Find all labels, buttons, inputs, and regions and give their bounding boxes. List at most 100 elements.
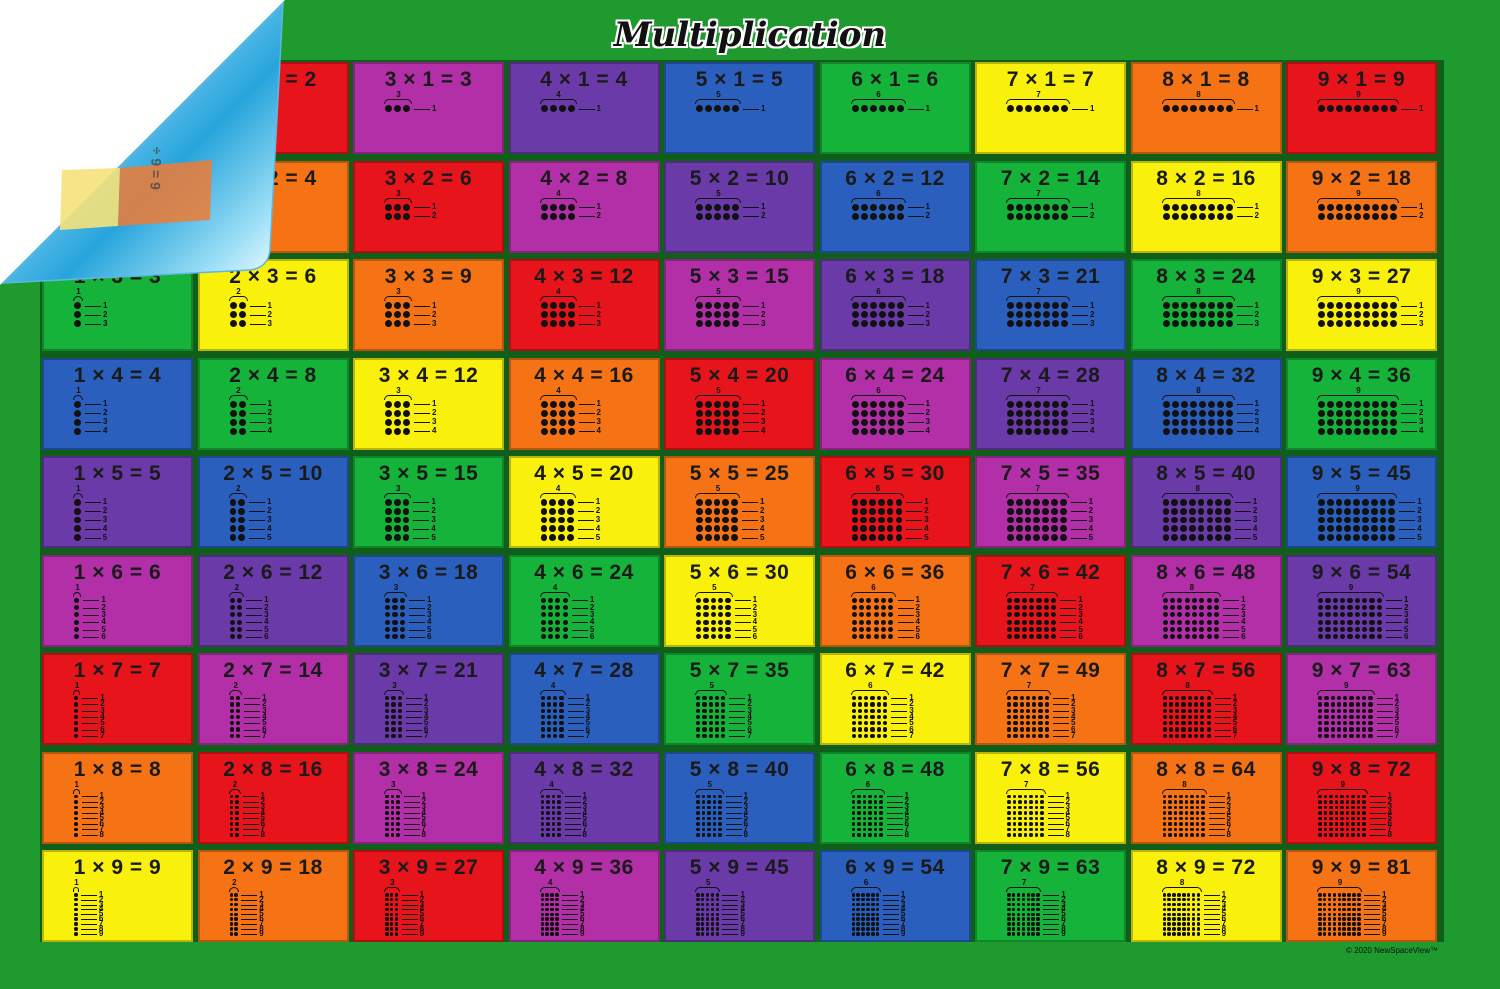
fact-card-6x5: 6 × 5 = 30 6 1 2 3 4 5 (819, 456, 971, 548)
array-dot (1354, 212, 1361, 220)
array-dot (1354, 409, 1361, 417)
row-count-label: 3 (259, 899, 264, 909)
array-dot (229, 822, 233, 826)
row-guide-line (1376, 698, 1393, 700)
array-dot (871, 893, 875, 897)
array-dot (1012, 816, 1016, 820)
array-dot (385, 626, 391, 633)
array-dot (1011, 917, 1016, 921)
array-dot (1186, 893, 1191, 897)
array-dot (394, 902, 399, 907)
array-dot (1182, 932, 1186, 936)
row-guide-line (242, 796, 259, 798)
row-guide-line (414, 314, 430, 316)
array-dot (1162, 696, 1167, 701)
array-dot (1336, 311, 1343, 318)
array-dot (732, 418, 739, 426)
array-dot (714, 203, 721, 211)
array-dot (1225, 302, 1233, 309)
row-guide-line (729, 735, 746, 737)
column-brace (850, 394, 906, 400)
fact-equation: 4 × 9 = 36 (534, 856, 634, 879)
row-guide-line (81, 823, 98, 825)
row-guide-line (414, 404, 430, 405)
row-count-label: 5 (1382, 909, 1387, 919)
array-dot (1168, 811, 1172, 815)
array-dot (234, 893, 238, 897)
row-guide-line (85, 431, 101, 432)
array-dot (1357, 902, 1361, 907)
row-guide-line (1401, 216, 1417, 217)
array-dot (1225, 418, 1233, 426)
array-dot (707, 800, 711, 804)
fact-card-2x7: 2 × 7 = 14 2 1 2 3 4 5 6 7 (197, 653, 349, 745)
row-guide-line (1047, 829, 1064, 831)
row-guide-line (742, 511, 758, 513)
array-dot (1007, 794, 1011, 798)
array-dot (549, 212, 557, 220)
array-dot (868, 800, 872, 804)
array-dot (860, 320, 868, 327)
array-dot (385, 409, 392, 417)
column-brace (228, 690, 243, 695)
array-dot (234, 907, 238, 912)
row-guide-line (882, 894, 899, 896)
array-dot (1018, 816, 1022, 820)
array-dot (1021, 917, 1026, 921)
array-dot (731, 516, 738, 524)
row-count-label: 5 (909, 718, 914, 728)
array-dot (1318, 409, 1325, 417)
row-count-label: 5 (752, 624, 758, 634)
array-dot (229, 932, 233, 936)
row-guide-line (401, 894, 418, 896)
array-dot (1207, 418, 1215, 426)
array-dot (1184, 794, 1188, 798)
row-guide-line (906, 520, 923, 521)
row-count-label: 4 (582, 807, 587, 817)
array-dot (1357, 917, 1361, 921)
array-dot (1362, 794, 1366, 798)
array-dot (555, 893, 559, 897)
row-guide-line (249, 528, 266, 530)
array-dot (704, 516, 712, 524)
array-dot (74, 816, 78, 820)
row-guide-line (84, 511, 101, 513)
column-brace (384, 690, 404, 695)
array-dot (700, 927, 705, 931)
array-dot (1038, 721, 1043, 726)
array-dot (1201, 805, 1205, 809)
fact-equation: 3 × 9 = 27 (378, 856, 479, 879)
array-dot (1381, 409, 1388, 417)
array-dot (1362, 822, 1366, 826)
array-dot (1337, 902, 1342, 907)
row-guide-line (81, 807, 98, 809)
array-dot (1012, 805, 1016, 809)
array-dot (1381, 302, 1388, 309)
array-dot (546, 833, 550, 837)
array-dot (389, 917, 394, 921)
array-dot (1198, 400, 1206, 408)
array-dot (857, 714, 863, 720)
row-count-label: 2 (595, 506, 601, 516)
row-guide-line (405, 710, 422, 712)
column-brace (1161, 591, 1222, 597)
row-count-label: 3 (747, 705, 752, 715)
row-guide-line (1236, 108, 1253, 110)
array-dot (702, 733, 707, 738)
row-guide-line (1223, 614, 1240, 616)
row-guide-line (85, 108, 101, 110)
row-guide-line (405, 735, 422, 737)
array-dot (397, 714, 402, 720)
row-count-label: 8 (743, 829, 748, 839)
array-dot (1026, 897, 1031, 902)
array-dot (862, 805, 866, 809)
row-count-label: 1 (432, 399, 437, 408)
array-dot (1007, 800, 1011, 804)
array-dot (1029, 827, 1033, 831)
array-dot (1318, 811, 1322, 815)
array-dot (1181, 727, 1186, 732)
array-dot (721, 702, 726, 707)
array-dot (229, 708, 234, 713)
row-count-label: 5 (1241, 624, 1246, 634)
fact-equation: 6 × 6 = 36 (845, 560, 945, 584)
